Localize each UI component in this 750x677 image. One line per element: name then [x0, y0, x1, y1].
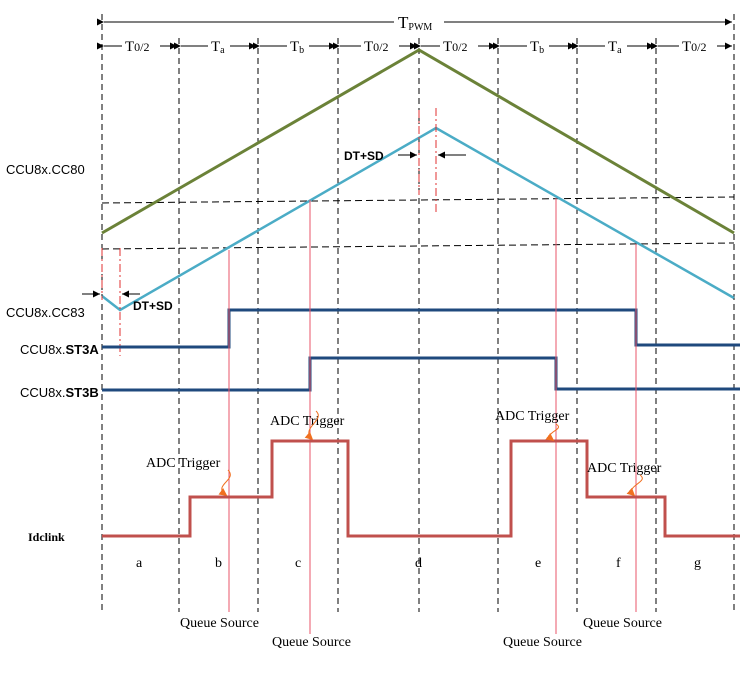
- interval-label-5: T0/2: [443, 39, 468, 55]
- st3b-waveform: [102, 356, 740, 392]
- dt-sd-top-label: DT+SD: [344, 149, 384, 163]
- interval-label-1: T0/2: [125, 39, 150, 55]
- segment-d: d: [415, 556, 422, 571]
- tpwm-label: TPWM: [398, 13, 432, 33]
- adc-trigger-label-1: ADC Trigger: [146, 456, 221, 471]
- adc-trigger-label-2: ADC Trigger: [270, 414, 345, 429]
- segment-c: c: [295, 556, 301, 571]
- st3a-waveform: [102, 308, 740, 349]
- adc-trigger-2: ADC Trigger: [270, 410, 345, 441]
- segment-e: e: [535, 556, 541, 571]
- segment-b: b: [215, 556, 222, 571]
- cc83-ramp: [101, 126, 735, 312]
- cc80-ramp: [101, 48, 735, 235]
- dt-sd-top-annotation: DT+SD: [344, 149, 466, 163]
- segment-a: a: [136, 556, 143, 571]
- queue-source-1: Queue Source: [180, 616, 259, 631]
- interval-label-6: Tb: [530, 39, 544, 56]
- segment-f: f: [616, 556, 621, 571]
- segment-labels: a b c d e f g: [136, 556, 701, 571]
- interval-labels: T0/2 Ta Tb T0/2 T0/2 Tb Ta T0/2: [122, 36, 717, 56]
- adc-trigger-1: ADC Trigger: [146, 456, 231, 496]
- cc83-label: CCU8x.CC83: [6, 305, 85, 320]
- trigger-lines: [228, 198, 637, 634]
- interval-label-2: Ta: [211, 39, 225, 56]
- adc-trigger-4: ADC Trigger: [587, 461, 662, 497]
- interval-label-4: T0/2: [364, 39, 389, 55]
- queue-source-4: Queue Source: [583, 616, 662, 631]
- interval-label-3: Tb: [290, 39, 304, 56]
- cc80-label: CCU8x.CC80: [6, 162, 85, 177]
- st3a-label: CCU8x.ST3A: [20, 342, 99, 357]
- grid-lines: [101, 14, 735, 612]
- tpwm-arrow: TPWM: [97, 12, 732, 33]
- adc-trigger-label-4: ADC Trigger: [587, 461, 662, 476]
- deadtime-markers: [101, 108, 437, 356]
- interval-label-8: T0/2: [682, 39, 707, 55]
- idclink-label: Idclink: [28, 530, 65, 544]
- adc-trigger-3: ADC Trigger: [495, 409, 570, 441]
- dt-sd-left-label: DT+SD: [133, 299, 173, 313]
- queue-source-3: Queue Source: [503, 635, 582, 650]
- compare-levels: [101, 196, 735, 250]
- idclink-waveform: [102, 439, 740, 538]
- interval-label-7: Ta: [608, 39, 622, 56]
- adc-trigger-label-3: ADC Trigger: [495, 409, 570, 424]
- st3b-label: CCU8x.ST3B: [20, 385, 99, 400]
- queue-source-2: Queue Source: [272, 635, 351, 650]
- dt-sd-left-annotation: DT+SD: [82, 290, 173, 313]
- segment-g: g: [694, 556, 701, 571]
